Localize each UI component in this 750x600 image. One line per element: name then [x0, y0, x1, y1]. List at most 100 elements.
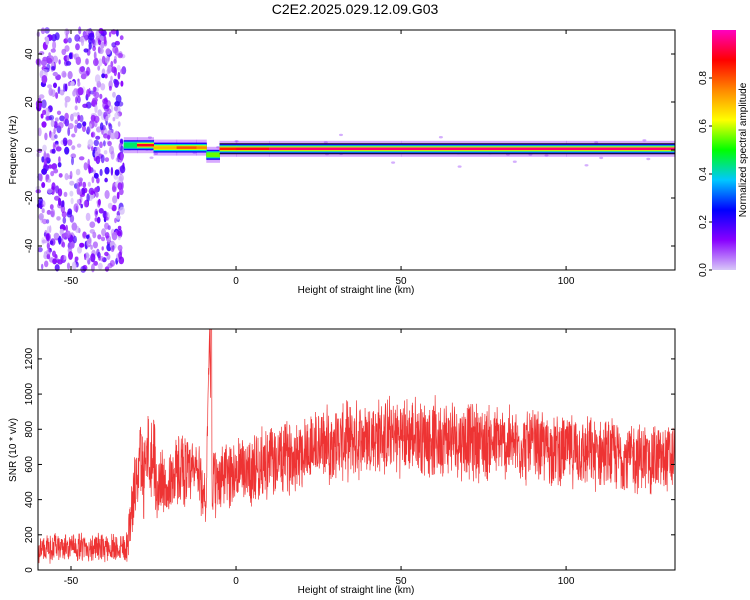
noise-blob [72, 90, 76, 97]
noise-blob [115, 215, 121, 220]
noise-blob [51, 163, 58, 170]
noise-blob [86, 126, 91, 135]
noise-blob [57, 162, 62, 168]
noise-blob [64, 112, 69, 121]
ridge-segment [137, 143, 154, 147]
noise-blob [117, 71, 121, 80]
noise-blob [113, 58, 117, 64]
noise-blob [79, 66, 85, 73]
noise-blob [97, 234, 102, 240]
noise-blob [71, 156, 74, 166]
noise-blob [98, 39, 101, 46]
noise-blob [120, 80, 124, 87]
noise-blob [69, 170, 73, 180]
noise-speck [147, 136, 152, 139]
noise-blob [111, 231, 118, 241]
noise-blob [87, 158, 90, 168]
noise-blob [100, 83, 106, 91]
noise-blob [86, 89, 90, 98]
noise-blob [118, 251, 122, 260]
noise-blob [82, 121, 87, 127]
noise-blob [93, 260, 98, 266]
noise-blob [101, 73, 106, 79]
noise-blob [46, 178, 52, 183]
noise-blob [117, 101, 124, 107]
noise-blob [37, 247, 43, 253]
spectrogram-y-label: Frequency (Hz) [8, 116, 19, 185]
noise-blob [65, 61, 72, 66]
noise-speck [646, 157, 651, 161]
noise-blob [71, 222, 78, 231]
noise-blob [97, 198, 101, 206]
noise-blob [70, 153, 77, 159]
noise-blob [114, 217, 117, 224]
y-tick-label: 0 [24, 567, 35, 573]
noise-blob [70, 197, 74, 205]
noise-blob [41, 263, 44, 270]
noise-blob [99, 168, 103, 177]
noise-blob [82, 103, 88, 109]
noise-blob [50, 132, 56, 141]
noise-blob [58, 59, 61, 65]
noise-blob [72, 112, 78, 117]
noise-blob [107, 134, 111, 140]
noise-blob [73, 53, 79, 58]
noise-blob [114, 79, 119, 88]
noise-blob [57, 235, 62, 244]
noise-blob [90, 253, 96, 263]
noise-blob [107, 141, 112, 147]
noise-blob [50, 170, 55, 177]
noise-blob [52, 55, 59, 64]
noise-blob [55, 92, 59, 99]
ridge-segment [176, 146, 197, 149]
noise-blob [41, 121, 47, 128]
chart-title: C2E2.2025.029.12.09.G03 [272, 1, 439, 17]
noise-blob [117, 182, 123, 191]
noise-blob [101, 228, 107, 237]
noise-blob [77, 95, 81, 104]
noise-blob [94, 217, 98, 222]
noise-blob [75, 168, 81, 176]
noise-blob [48, 87, 53, 96]
snr-line [37, 328, 676, 564]
noise-blob [99, 141, 103, 149]
noise-blob [67, 81, 72, 87]
colorbar-tick-label: 0.6 [698, 119, 709, 133]
noise-blob [50, 210, 55, 217]
noise-blob [71, 261, 77, 271]
noise-blob [109, 260, 115, 267]
noise-blob [59, 89, 65, 96]
ridge-segment [196, 146, 207, 149]
noise-blob [84, 32, 88, 42]
noise-blob [48, 114, 55, 121]
noise-blob [74, 105, 78, 111]
noise-blob [67, 139, 73, 146]
noise-speck [457, 165, 462, 168]
noise-blob [116, 29, 119, 37]
noise-blob [76, 143, 82, 148]
noise-blob [120, 152, 124, 161]
noise-blob [92, 97, 98, 103]
noise-blob [101, 55, 106, 65]
noise-blob [41, 182, 46, 188]
noise-blob [40, 113, 44, 119]
noise-blob [94, 208, 98, 218]
noise-blob [120, 68, 125, 75]
noise-blob [78, 177, 83, 182]
noise-blob [111, 185, 117, 193]
noise-blob [104, 55, 110, 64]
x-tick-label: 0 [233, 576, 239, 587]
noise-blob [74, 256, 79, 261]
noise-blob [44, 132, 48, 141]
noise-blob [68, 251, 73, 260]
noise-speck [512, 160, 517, 163]
noise-blob [77, 114, 81, 122]
noise-blob [95, 135, 101, 140]
ridge-segment [219, 147, 237, 151]
noise-blob [62, 137, 68, 145]
noise-blob [103, 150, 108, 155]
noise-blob [111, 42, 117, 48]
noise-blob [86, 66, 91, 76]
noise-blob [92, 231, 97, 239]
